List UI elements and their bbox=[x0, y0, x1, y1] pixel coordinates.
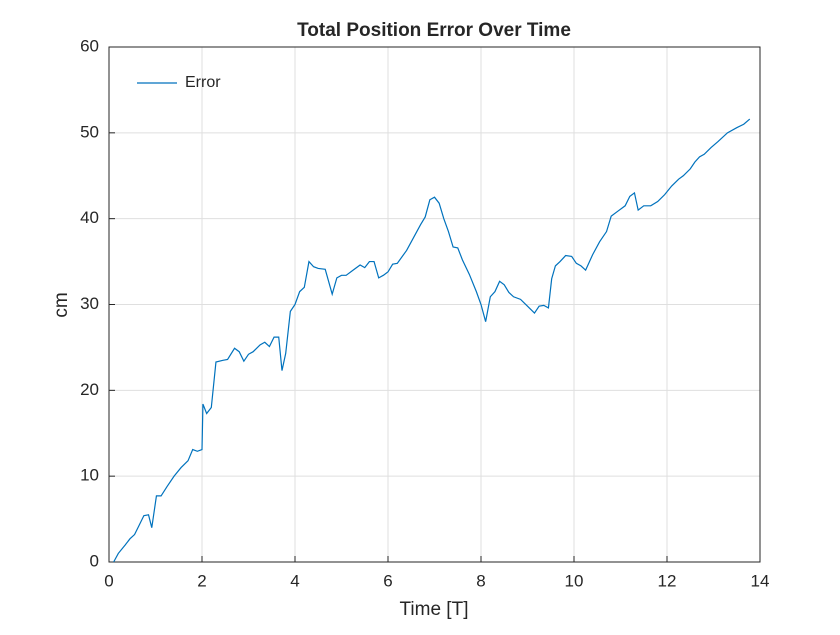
x-tick-label: 8 bbox=[476, 571, 485, 590]
x-tick-label: 4 bbox=[290, 571, 299, 590]
x-tick-label: 14 bbox=[751, 571, 770, 590]
legend-label: Error bbox=[185, 74, 221, 91]
y-tick-label: 0 bbox=[90, 551, 99, 570]
x-tick-label: 2 bbox=[197, 571, 206, 590]
y-tick-label: 20 bbox=[80, 380, 99, 399]
y-tick-label: 10 bbox=[80, 466, 99, 485]
x-tick-label: 10 bbox=[565, 571, 584, 590]
x-axis-label: Time [T] bbox=[400, 599, 469, 620]
line bbox=[113, 118, 751, 563]
x-tick-label: 6 bbox=[383, 571, 392, 590]
y-axis-label: cm bbox=[51, 292, 72, 317]
chart-title: Total Position Error Over Time bbox=[297, 20, 571, 41]
y-tick-label: 50 bbox=[80, 122, 99, 141]
y-tick-label: 30 bbox=[80, 294, 99, 313]
plot-frame bbox=[108, 46, 761, 563]
x-tick-label: 0 bbox=[104, 571, 113, 590]
y-tick-label: 40 bbox=[80, 208, 99, 227]
y-tick-label: 60 bbox=[80, 36, 99, 55]
x-tick-label: 12 bbox=[658, 571, 677, 590]
